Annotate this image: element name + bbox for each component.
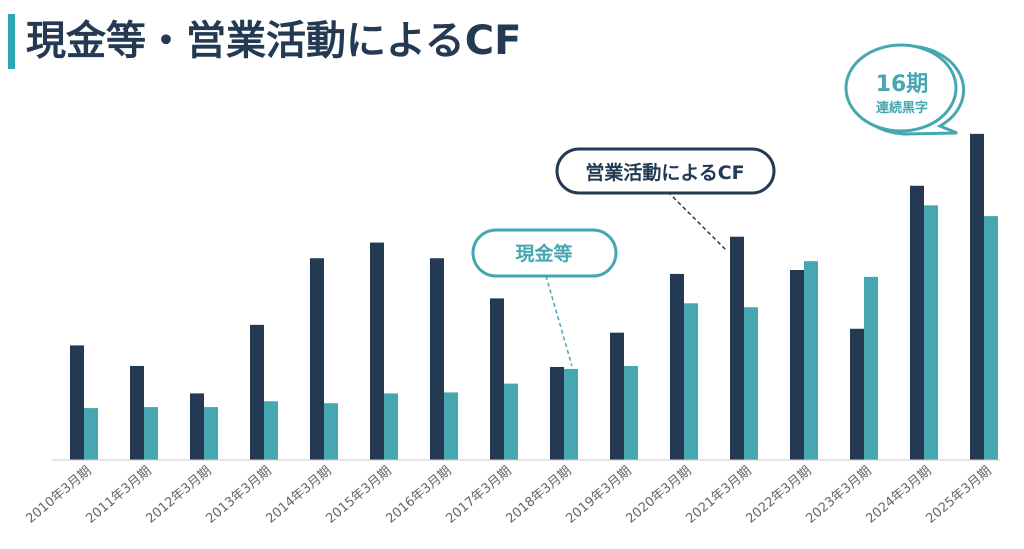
operating-cf-bar-4 bbox=[310, 258, 324, 460]
operating-cf-bar-13 bbox=[850, 328, 864, 460]
page-title: 現金等・営業活動によるCF bbox=[26, 18, 522, 64]
operating-cf-bar-9 bbox=[610, 332, 624, 460]
operating-cf-bar-0 bbox=[70, 345, 84, 460]
cash-bar-12 bbox=[804, 261, 818, 460]
cash-bar-8 bbox=[564, 368, 578, 460]
cash-bar-2 bbox=[204, 407, 218, 460]
cash-bar-5 bbox=[384, 393, 398, 460]
cash-bar-9 bbox=[624, 365, 638, 460]
cash-bar-4 bbox=[324, 403, 338, 460]
cash-bar-7 bbox=[504, 383, 518, 460]
cash-bar-14 bbox=[924, 205, 938, 460]
streak-text: 連続黒字 bbox=[876, 100, 928, 116]
operating-cf-bar-5 bbox=[370, 242, 384, 460]
x-axis-labels: 2010年3月期2011年3月期2012年3月期2013年3月期2014年3月期… bbox=[23, 464, 994, 527]
cash-callout-connector bbox=[545, 275, 573, 367]
cash-bar-0 bbox=[84, 408, 98, 460]
cash-bar-10 bbox=[684, 303, 698, 460]
operating-cf-bar-1 bbox=[130, 365, 144, 460]
cash-bar-13 bbox=[864, 276, 878, 460]
cash-bar-6 bbox=[444, 392, 458, 460]
streak-number: 16期 bbox=[876, 72, 929, 97]
cash-bar-3 bbox=[264, 401, 278, 460]
operating-cf-bar-6 bbox=[430, 258, 444, 460]
operating-cf-bar-8 bbox=[550, 366, 564, 460]
operating-cf-bar-14 bbox=[910, 185, 924, 460]
operating-cf-bar-3 bbox=[250, 324, 264, 460]
streak-bubble-body bbox=[844, 43, 958, 133]
operating-cf-callout-connector bbox=[667, 191, 727, 251]
title-accent-bar bbox=[8, 14, 15, 69]
operating-cf-bar-2 bbox=[190, 393, 204, 460]
cash-callout-label: 現金等 bbox=[515, 242, 572, 265]
operating-cf-bar-15 bbox=[970, 133, 984, 460]
operating-cf-bar-10 bbox=[670, 273, 684, 460]
x-tick-label: 2025年3月期 bbox=[923, 464, 994, 527]
bars-group bbox=[70, 133, 998, 460]
cash-bar-1 bbox=[144, 407, 158, 460]
operating-cf-bar-12 bbox=[790, 269, 804, 460]
operating-cf-bar-11 bbox=[730, 236, 744, 460]
operating-cf-callout-box bbox=[555, 147, 776, 195]
operating-cf-callout-label: 営業活動によるCF bbox=[585, 161, 744, 184]
operating-cf-bar-7 bbox=[490, 298, 504, 460]
cash-bar-15 bbox=[984, 216, 998, 460]
cash-callout-box bbox=[471, 228, 618, 278]
cash-bar-11 bbox=[744, 307, 758, 460]
